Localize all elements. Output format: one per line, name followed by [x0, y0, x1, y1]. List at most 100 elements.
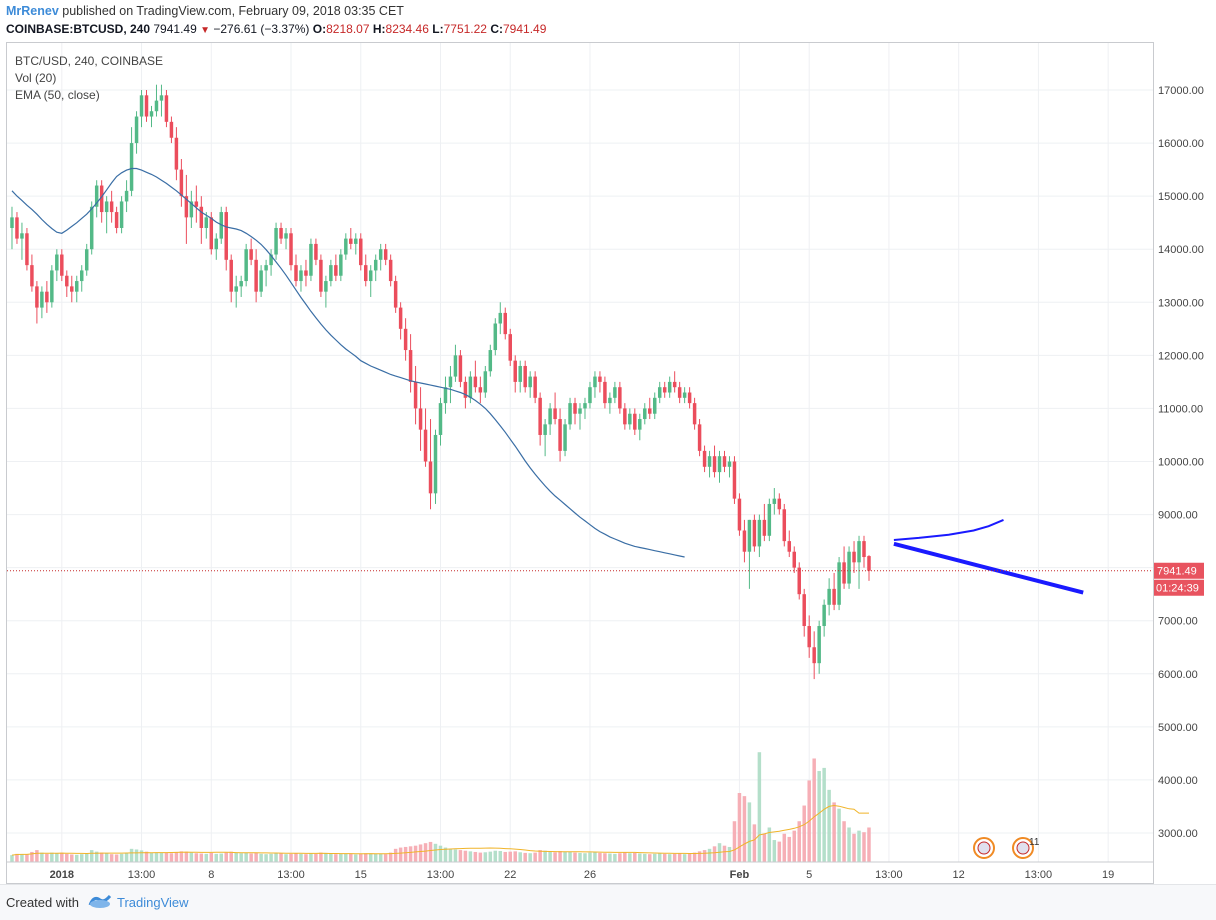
volume-bar	[55, 853, 59, 862]
volume-bar	[677, 853, 682, 862]
volume-bar	[279, 853, 283, 862]
legend-ema: EMA (50, close)	[15, 88, 100, 102]
volume-bar	[239, 853, 243, 862]
candle-body	[498, 312, 503, 324]
candle-body	[89, 206, 94, 250]
candle-body	[378, 249, 383, 260]
candle-body	[747, 519, 752, 552]
candle-body	[648, 408, 652, 414]
y-tick-label: 17000.00	[1158, 85, 1204, 97]
volume-bar	[438, 845, 443, 862]
volume-bar	[159, 852, 164, 862]
candlesticks	[10, 84, 871, 680]
volume-bar	[114, 854, 119, 862]
volume-bar	[139, 850, 144, 862]
candle-body	[50, 270, 54, 303]
chart-grid	[7, 43, 1153, 862]
candle-body	[184, 196, 189, 218]
candle-body	[199, 206, 204, 228]
volume-bar	[553, 852, 557, 862]
volume-bar	[423, 843, 428, 862]
high-value: 8234.46	[385, 22, 429, 36]
x-tick-label: 13:00	[875, 869, 903, 881]
volume-bar	[652, 853, 657, 862]
candle-body	[294, 265, 298, 282]
volume-bar	[802, 805, 806, 862]
candle-body	[423, 429, 428, 462]
volume-bar	[164, 852, 169, 862]
volume-bar	[812, 758, 816, 862]
y-tick-label: 6000.00	[1158, 669, 1198, 681]
symbol-label: COINBASE:BTCUSD, 240	[6, 22, 151, 36]
ema-polyline	[11, 167, 685, 558]
y-tick-label: 16000.00	[1158, 138, 1204, 150]
candle-body	[777, 498, 782, 510]
candle-body	[359, 238, 363, 266]
candle-body	[289, 233, 293, 266]
volume-bar	[792, 830, 796, 862]
volume-bar	[189, 852, 194, 862]
candle-body	[438, 403, 443, 435]
volume-bar	[30, 851, 34, 862]
candle-body	[299, 270, 303, 282]
event-markers: 11	[973, 837, 1040, 859]
candle-body	[483, 371, 488, 393]
candle-body	[857, 541, 861, 563]
candle-body	[702, 450, 707, 467]
candle-body	[99, 185, 104, 213]
candle-body	[319, 259, 323, 292]
candle-body	[707, 456, 712, 467]
candle-body	[373, 259, 378, 271]
candle-body	[15, 217, 19, 239]
volume-bar	[60, 852, 64, 862]
price-tags: 7941.49 01:24:39	[7, 562, 1204, 596]
volume-bar	[623, 852, 627, 862]
high-label: H:	[372, 22, 386, 36]
y-tick-label: 11000.00	[1158, 403, 1203, 415]
chart-legend: BTC/USD, 240, COINBASE Vol (20) EMA (50,…	[15, 53, 163, 104]
y-tick-label: 14000.00	[1158, 244, 1204, 256]
volume-bar	[842, 821, 846, 862]
volume-bar	[214, 853, 219, 862]
candle-body	[618, 387, 622, 409]
candle-body	[129, 143, 134, 191]
candle-body	[104, 201, 109, 213]
candle-body	[329, 265, 333, 282]
countdown-tag-text: 01:24:39	[1156, 583, 1199, 595]
volume-bar	[299, 853, 303, 862]
volume-bar	[797, 821, 801, 862]
candle-body	[179, 169, 184, 197]
candle-body	[234, 286, 238, 292]
volume-bar	[613, 853, 617, 862]
candle-body	[40, 291, 44, 308]
volume-bar	[309, 853, 313, 862]
tradingview-logo-icon[interactable]	[88, 893, 112, 914]
candle-body	[628, 413, 632, 425]
candle-body	[523, 365, 527, 388]
y-tick-label: 3000.00	[1158, 828, 1198, 840]
candle-body	[568, 403, 572, 425]
candle-body	[463, 381, 468, 398]
volume-bar	[254, 852, 258, 862]
candle-body	[513, 360, 517, 382]
candle-body	[109, 201, 114, 213]
y-tick-label: 9000.00	[1158, 510, 1198, 522]
x-tick-label: 2018	[50, 869, 74, 881]
candle-body	[762, 519, 767, 536]
candle-body	[458, 355, 463, 382]
candle-body	[473, 376, 478, 388]
volume-bar	[184, 851, 189, 862]
tradingview-link[interactable]: TradingView	[117, 895, 189, 910]
volume-bar	[274, 853, 278, 862]
volume-bar	[209, 852, 214, 862]
x-tick-label: 13:00	[1025, 869, 1053, 881]
forecast-line-down	[893, 541, 1084, 595]
candle-body	[418, 408, 423, 430]
candle-body	[792, 551, 796, 568]
legend-symbol: BTC/USD, 240, COINBASE	[15, 54, 164, 68]
volume-bar	[104, 853, 109, 862]
candle-body	[652, 397, 657, 414]
volume-bar	[15, 853, 19, 862]
author-link[interactable]: MrRenev	[6, 4, 59, 18]
